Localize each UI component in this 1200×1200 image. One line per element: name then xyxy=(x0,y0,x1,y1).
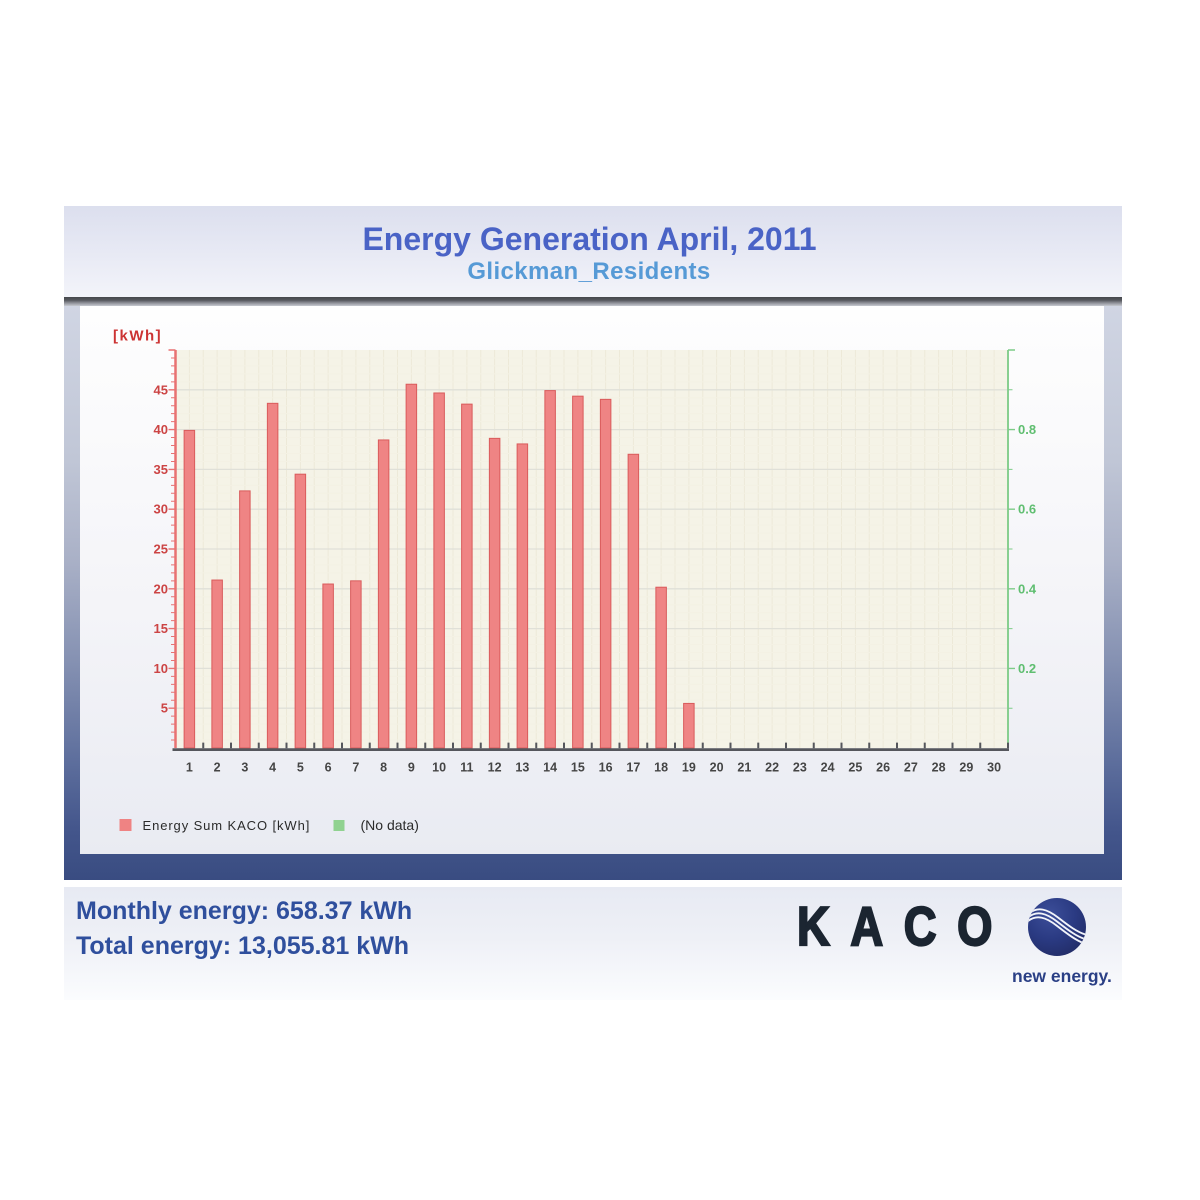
svg-text:10: 10 xyxy=(432,761,446,775)
svg-text:23: 23 xyxy=(793,761,807,775)
svg-text:40: 40 xyxy=(154,422,168,437)
svg-text:8: 8 xyxy=(380,761,387,775)
svg-text:18: 18 xyxy=(654,761,668,775)
svg-text:15: 15 xyxy=(154,621,168,636)
svg-text:21: 21 xyxy=(737,761,751,775)
svg-text:Energy Sum KACO [kWh]: Energy Sum KACO [kWh] xyxy=(143,818,311,833)
svg-text:(No data): (No data) xyxy=(361,817,419,833)
svg-text:0.8: 0.8 xyxy=(1018,422,1036,437)
svg-text:30: 30 xyxy=(154,502,168,517)
svg-text:1: 1 xyxy=(186,761,193,775)
svg-text:15: 15 xyxy=(571,761,585,775)
svg-text:25: 25 xyxy=(154,542,168,557)
svg-text:30: 30 xyxy=(987,761,1001,775)
svg-text:22: 22 xyxy=(765,761,779,775)
svg-text:16: 16 xyxy=(599,761,613,775)
svg-text:20: 20 xyxy=(710,761,724,775)
svg-text:19: 19 xyxy=(682,761,696,775)
svg-text:5: 5 xyxy=(161,701,168,716)
svg-text:14: 14 xyxy=(543,761,557,775)
svg-text:0.2: 0.2 xyxy=(1018,661,1036,676)
svg-text:[kWh]: [kWh] xyxy=(113,328,162,345)
svg-text:28: 28 xyxy=(932,761,946,775)
svg-text:25: 25 xyxy=(848,761,862,775)
svg-text:24: 24 xyxy=(821,761,835,775)
svg-text:2: 2 xyxy=(214,761,221,775)
svg-text:10: 10 xyxy=(154,661,168,676)
svg-text:9: 9 xyxy=(408,761,415,775)
svg-text:3: 3 xyxy=(241,761,248,775)
svg-text:12: 12 xyxy=(488,761,502,775)
svg-text:29: 29 xyxy=(959,761,973,775)
svg-text:5: 5 xyxy=(297,761,304,775)
svg-text:20: 20 xyxy=(154,581,168,596)
svg-text:7: 7 xyxy=(352,761,359,775)
svg-text:45: 45 xyxy=(154,382,168,397)
svg-text:0.6: 0.6 xyxy=(1018,502,1036,517)
svg-text:4: 4 xyxy=(269,761,276,775)
svg-text:6: 6 xyxy=(325,761,332,775)
svg-text:17: 17 xyxy=(626,761,640,775)
svg-text:13: 13 xyxy=(515,761,529,775)
svg-text:26: 26 xyxy=(876,761,890,775)
svg-text:0.4: 0.4 xyxy=(1018,581,1037,596)
svg-text:27: 27 xyxy=(904,761,918,775)
svg-text:35: 35 xyxy=(154,462,168,477)
svg-text:11: 11 xyxy=(460,761,473,775)
